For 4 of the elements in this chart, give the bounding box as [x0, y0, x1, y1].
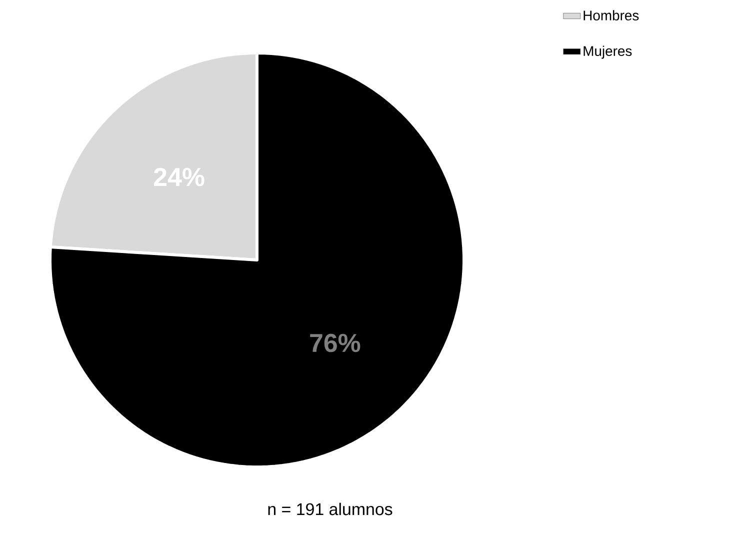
legend-label: Mujeres — [584, 46, 632, 59]
legend-label: Hombres — [584, 10, 639, 20]
data-label: 76% — [310, 334, 360, 352]
text: n = 191 alumnos — [268, 502, 392, 516]
